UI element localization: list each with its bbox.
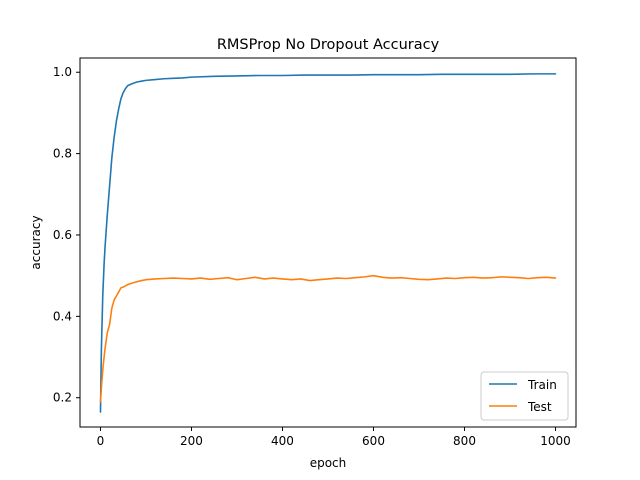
- legend-label-test: Test: [527, 400, 552, 414]
- y-tick-label: 0.8: [53, 147, 72, 161]
- x-tick-label: 0: [97, 434, 105, 448]
- series-line-test: [99, 274, 557, 403]
- x-tick-label: 1000: [540, 434, 571, 448]
- y-tick-label: 0.4: [53, 309, 72, 323]
- y-tick-label: 0.6: [53, 228, 72, 242]
- y-tick-label: 0.2: [53, 391, 72, 405]
- y-axis: 0.2 0.4 0.6 0.8 1.0: [53, 65, 80, 405]
- series-layer: [99, 73, 557, 413]
- x-axis-label: epoch: [310, 456, 347, 470]
- series-line-train: [99, 73, 557, 413]
- chart-title: RMSProp No Dropout Accuracy: [217, 37, 440, 53]
- y-axis-label: accuracy: [29, 215, 43, 269]
- y-tick-label: 1.0: [53, 65, 72, 79]
- x-axis: 0 200 400 600 800 1000: [97, 427, 571, 448]
- x-tick-label: 600: [362, 434, 385, 448]
- x-tick-label: 200: [180, 434, 203, 448]
- x-tick-label: 800: [453, 434, 476, 448]
- plot-area: [79, 57, 577, 428]
- x-tick-label: 400: [271, 434, 294, 448]
- plot-frame: [79, 57, 577, 428]
- legend-label-train: Train: [527, 378, 557, 392]
- legend: Train Test: [480, 371, 569, 421]
